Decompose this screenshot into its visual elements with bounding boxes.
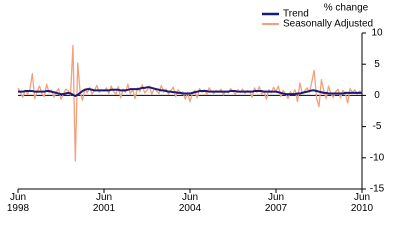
series-line [17, 44, 363, 162]
x-tick-label: Jun 2001 [92, 192, 116, 214]
y-axis-label: % change [324, 3, 369, 14]
y-tick-label: -15 [370, 184, 385, 195]
legend-label: Trend [283, 9, 309, 20]
series-line [18, 86, 362, 98]
legend-label: Seasonally Adjusted [283, 19, 373, 30]
y-tick-label: 5 [374, 59, 380, 70]
chart: % change 10 5 0 -5 -10 -15 Trend Seasonally Adj… [6, 3, 385, 214]
y-tick-label: -10 [370, 152, 385, 163]
y-tick-label: 0 [374, 90, 380, 101]
y-tick-label: -5 [373, 121, 382, 132]
y-tick-label: 10 [371, 28, 383, 39]
x-tick-label: Jun 2007 [264, 192, 288, 214]
x-tick-label: Jun 1998 [6, 192, 30, 214]
x-tick-label: Jun 2004 [178, 192, 202, 214]
x-tick-label: Jun 2010 [350, 192, 374, 214]
